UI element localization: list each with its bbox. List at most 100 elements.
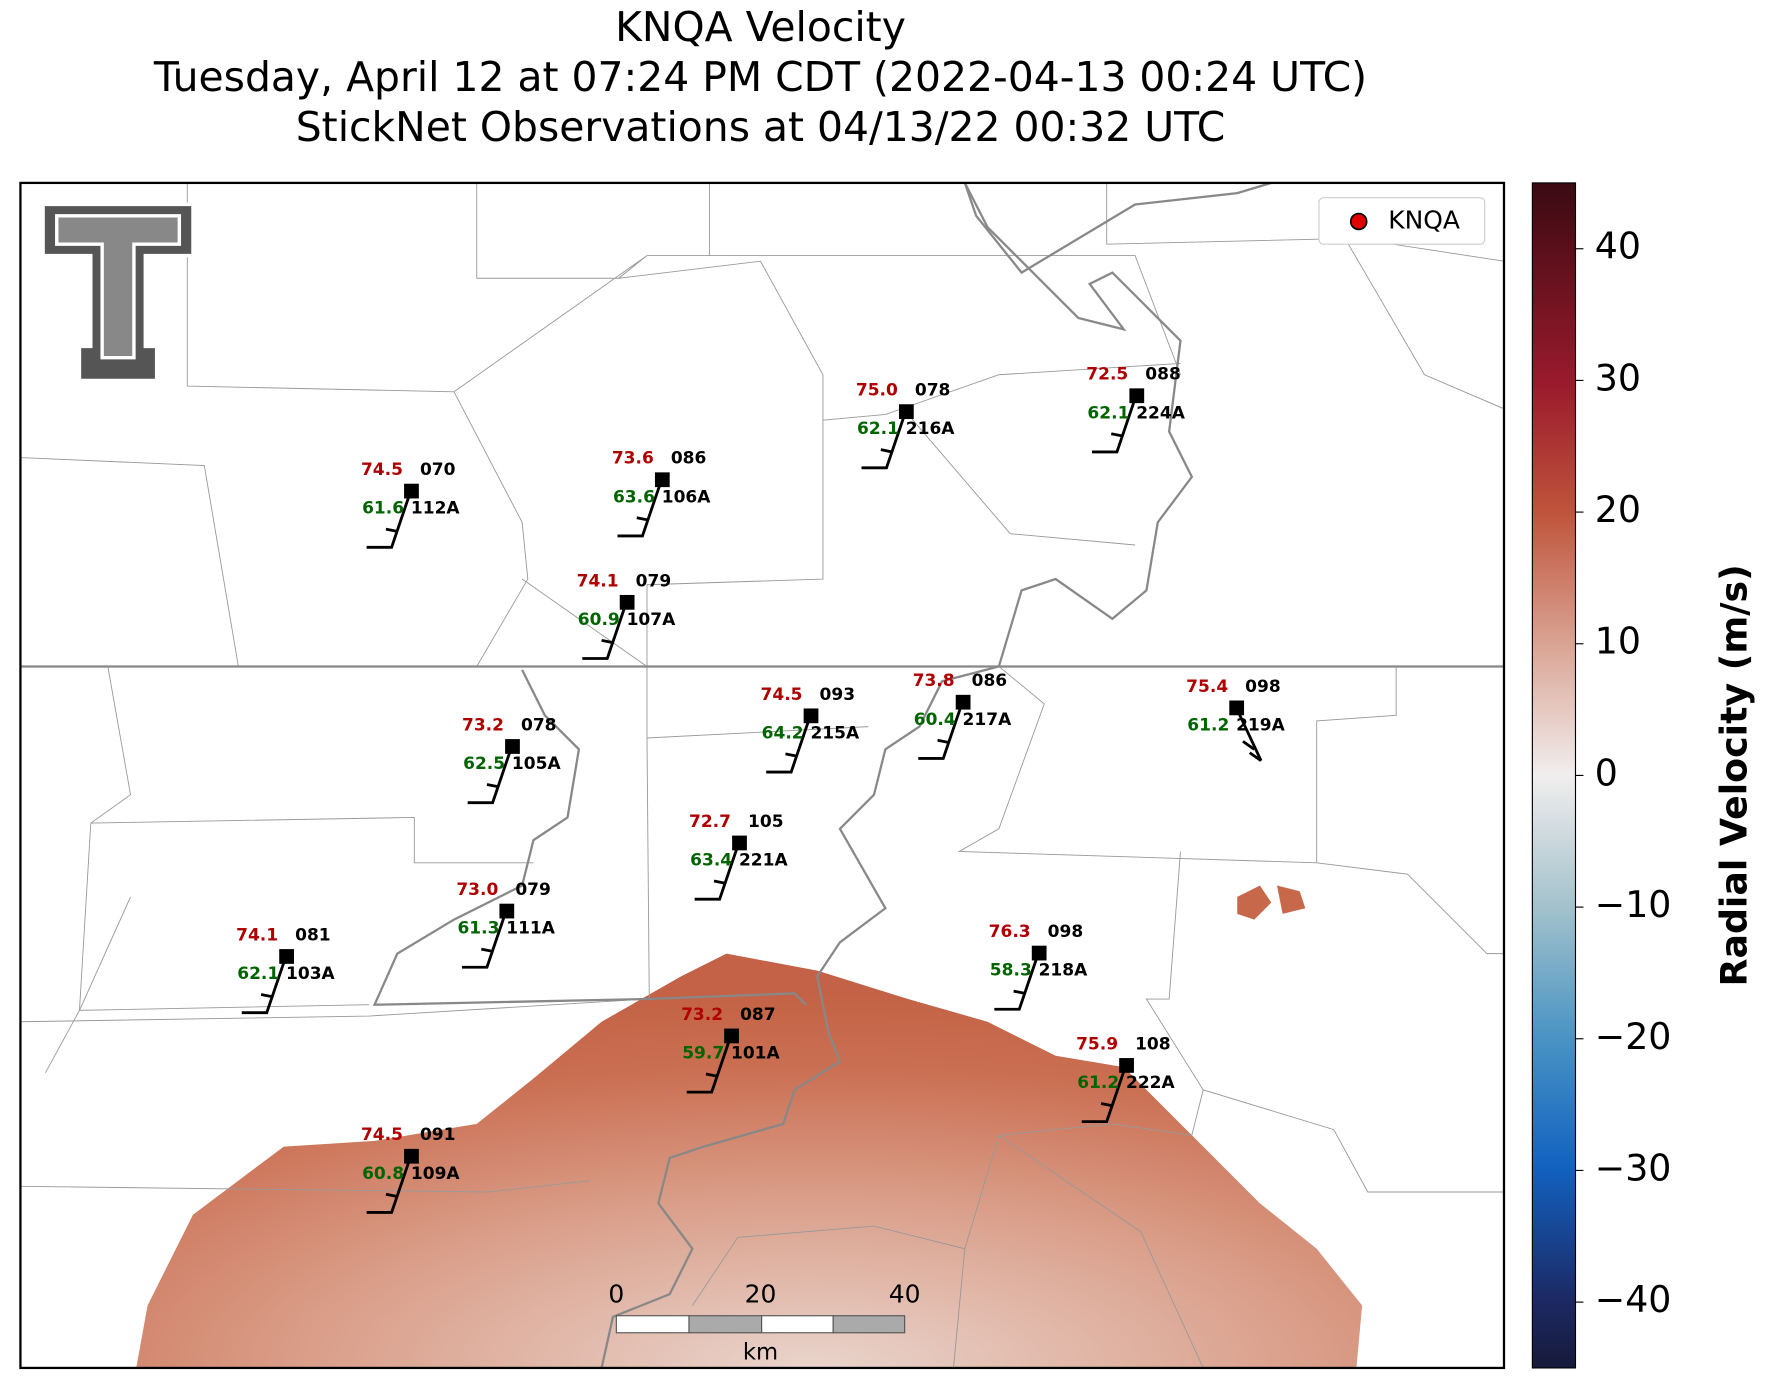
colorbar-tick-label: 10 xyxy=(1595,620,1641,663)
station-marker xyxy=(1031,945,1047,961)
dewpoint: 61.3 xyxy=(457,919,499,939)
dewpoint: 61.2 xyxy=(1187,715,1229,735)
colorbar-tick-label: 40 xyxy=(1595,225,1641,268)
wind-barb xyxy=(461,910,508,969)
station-marker xyxy=(505,739,520,754)
station-id: 109A xyxy=(411,1164,461,1184)
colorbar-tick-label: 20 xyxy=(1595,488,1641,531)
colorbar xyxy=(1531,182,1577,1369)
colorbar-tick-label: −20 xyxy=(1595,1015,1672,1058)
temperature: 74.5 xyxy=(361,1125,403,1145)
station: 73.2 078 62.5 105A xyxy=(462,715,562,805)
station: 76.3 098 58.3 218A xyxy=(989,922,1089,1011)
station-id: 103A xyxy=(286,964,336,984)
station-code: 088 xyxy=(1145,365,1181,385)
station-code: 079 xyxy=(636,571,672,591)
wind-barb xyxy=(1234,706,1263,762)
map-frame xyxy=(19,181,1506,1370)
station-code: 086 xyxy=(972,671,1008,691)
logo xyxy=(41,202,195,383)
station-code: 079 xyxy=(515,880,551,900)
temperature: 74.1 xyxy=(236,925,278,945)
title-line: KNQA Velocity xyxy=(615,3,906,51)
station-id: 107A xyxy=(627,610,677,630)
scale-segment xyxy=(832,1315,906,1334)
wind-barb xyxy=(694,841,741,901)
station-id: 218A xyxy=(1039,961,1089,981)
wind-barb xyxy=(1081,1064,1128,1124)
station-marker xyxy=(724,1028,739,1044)
station-marker xyxy=(404,483,419,499)
station-marker xyxy=(1129,388,1145,404)
dewpoint: 62.5 xyxy=(463,754,505,774)
wind-barb xyxy=(918,701,964,760)
wind-barb xyxy=(766,714,812,774)
colorbar-tick-label: −40 xyxy=(1595,1278,1672,1321)
map-area xyxy=(20,182,1504,1368)
temperature: 76.3 xyxy=(989,922,1031,942)
legend-marker xyxy=(1349,212,1368,231)
station-marker xyxy=(404,1148,419,1164)
colorbar-tick-label: 30 xyxy=(1595,356,1641,399)
colorbar-tick-label: 0 xyxy=(1595,751,1618,794)
scale-unit: km xyxy=(743,1340,778,1366)
station-marker xyxy=(898,404,914,420)
station-code: 070 xyxy=(420,460,456,480)
scale-segment xyxy=(615,1315,690,1334)
station-code: 098 xyxy=(1048,922,1084,942)
river-borders xyxy=(20,182,1504,1368)
station-id: 221A xyxy=(739,851,789,871)
station-id: 216A xyxy=(906,419,956,439)
station-id: 112A xyxy=(411,499,461,519)
legend: KNQA xyxy=(1318,197,1486,245)
station-code: 091 xyxy=(420,1125,456,1145)
dewpoint: 61.6 xyxy=(362,499,404,519)
station: 74.1 079 60.9 107A xyxy=(577,571,677,660)
colorbar-tick-label: −10 xyxy=(1595,883,1672,926)
dewpoint: 60.4 xyxy=(914,710,956,730)
station-code: 078 xyxy=(521,715,557,735)
colorbar-label: Radial Velocity (m/s) xyxy=(1713,564,1756,986)
temperature: 74.5 xyxy=(761,685,803,705)
station-id: 217A xyxy=(963,710,1013,730)
station: 74.5 070 61.6 112A xyxy=(361,460,461,549)
station: 73.0 079 61.3 111A xyxy=(456,880,556,969)
station-code: 081 xyxy=(295,925,331,945)
station: 74.5 093 64.2 215A xyxy=(761,685,860,774)
station-id: 215A xyxy=(810,723,860,743)
dewpoint: 60.9 xyxy=(578,610,620,630)
station-id: 224A xyxy=(1136,403,1186,423)
wind-barb xyxy=(686,1034,733,1094)
temperature: 73.0 xyxy=(456,880,498,900)
station: 72.7 105 63.4 221A xyxy=(689,812,789,901)
wind-barb xyxy=(861,410,908,470)
legend-label: KNQA xyxy=(1388,206,1460,235)
temperature: 73.8 xyxy=(913,671,955,691)
station-marker xyxy=(619,594,635,610)
dewpoint: 58.3 xyxy=(990,961,1032,981)
dewpoint: 63.4 xyxy=(690,851,732,871)
temperature: 72.7 xyxy=(689,812,731,832)
wind-barb xyxy=(582,601,628,660)
station-code: 086 xyxy=(671,449,707,469)
wind-barb xyxy=(1091,394,1138,454)
station-code: 098 xyxy=(1245,677,1281,697)
temperature: 74.5 xyxy=(361,460,403,480)
station-marker xyxy=(803,708,819,724)
temperature: 73.6 xyxy=(612,449,654,469)
radar-echo xyxy=(136,953,1363,1368)
station-marker xyxy=(1119,1058,1134,1073)
wind-barb xyxy=(617,478,664,538)
station-marker xyxy=(499,903,515,919)
station-id: 219A xyxy=(1236,715,1286,735)
scale-tick-label: 20 xyxy=(745,1279,777,1308)
station: 72.5 088 62.1 224A xyxy=(1086,365,1186,454)
title-line: Tuesday, April 12 at 07:24 PM CDT (2022-… xyxy=(153,53,1367,101)
station-code: 078 xyxy=(915,381,951,401)
station-id: 105A xyxy=(512,754,562,774)
station: 74.5 091 60.8 109A xyxy=(361,1125,461,1214)
scale-tick-label: 40 xyxy=(889,1279,921,1308)
wind-barb xyxy=(467,745,514,805)
